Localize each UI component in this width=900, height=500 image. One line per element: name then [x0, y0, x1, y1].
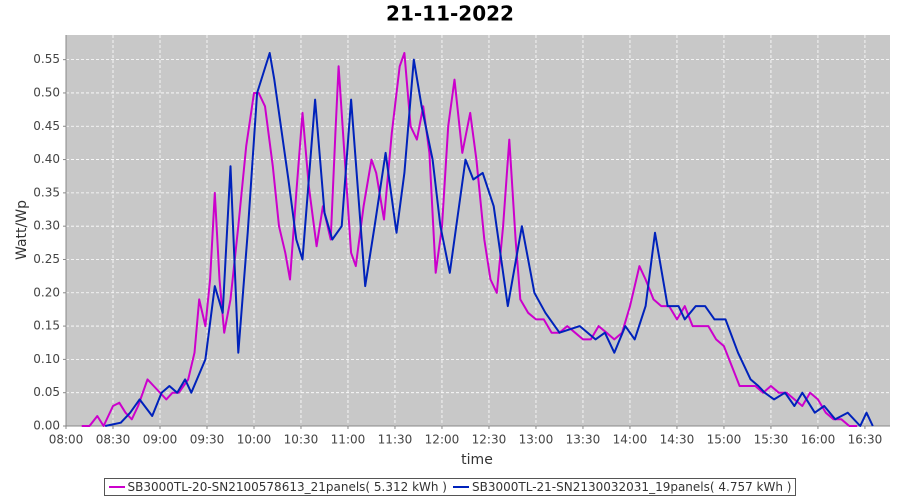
x-tick-label: 08:00 [49, 433, 84, 447]
legend-swatch [108, 486, 125, 488]
y-tick-label: 0.40 [33, 152, 60, 166]
x-tick-label: 10:00 [237, 433, 272, 447]
y-tick-label: 0.45 [33, 119, 60, 133]
x-tick-label: 09:30 [190, 433, 225, 447]
x-tick-label: 11:00 [331, 433, 366, 447]
y-tick-label: 0.35 [33, 185, 60, 199]
legend-label: SB3000TL-21-SN2130032031_19panels( 4.757… [472, 480, 792, 494]
legend-box: SB3000TL-20-SN2100578613_21panels( 5.312… [103, 478, 797, 496]
y-tick-label: 0.55 [33, 52, 60, 66]
x-tick-label: 13:00 [519, 433, 554, 447]
x-axis-label: time [461, 452, 493, 468]
x-tick-label: 12:00 [425, 433, 460, 447]
x-tick-label: 14:00 [613, 433, 648, 447]
y-tick-label: 0.25 [33, 252, 60, 266]
legend-label: SB3000TL-20-SN2100578613_21panels( 5.312… [127, 480, 447, 494]
plot-area [66, 35, 890, 426]
legend: SB3000TL-20-SN2100578613_21panels( 5.312… [0, 478, 900, 496]
x-tick-label: 16:00 [801, 433, 836, 447]
legend-entry: SB3000TL-20-SN2100578613_21panels( 5.312… [108, 480, 447, 494]
x-tick-label: 09:00 [143, 433, 178, 447]
x-tick-label: 15:30 [754, 433, 789, 447]
chart-title: 21-11-2022 [386, 2, 514, 26]
y-tick-label: 0.50 [33, 85, 60, 99]
x-tick-label: 13:30 [566, 433, 601, 447]
legend-swatch [453, 486, 469, 488]
x-tick-label: 15:00 [707, 433, 742, 447]
x-tick-label: 11:30 [378, 433, 413, 447]
y-tick-label: 0.15 [33, 319, 60, 333]
y-axis-label: Watt/Wp [14, 200, 30, 260]
x-tick-label: 14:30 [660, 433, 695, 447]
y-tick-label: 0.30 [33, 219, 60, 233]
y-tick-label: 0.00 [33, 419, 60, 433]
y-tick-label: 0.05 [33, 385, 60, 399]
chart: 21-11-2022 time Watt/Wp 0.00 0.05 0.10 0.15… [14, 2, 890, 468]
y-tick-label: 0.10 [33, 352, 60, 366]
series-line [81, 52, 858, 427]
legend-entry: SB3000TL-21-SN2130032031_19panels( 4.757… [453, 480, 791, 494]
y-tick-label: 0.20 [33, 285, 60, 299]
x-tick-label: 12:30 [472, 433, 507, 447]
x-tick-label: 10:30 [284, 433, 319, 447]
x-tick-label: 08:30 [96, 433, 131, 447]
x-tick-label: 16:30 [848, 433, 883, 447]
series-line [104, 52, 874, 427]
